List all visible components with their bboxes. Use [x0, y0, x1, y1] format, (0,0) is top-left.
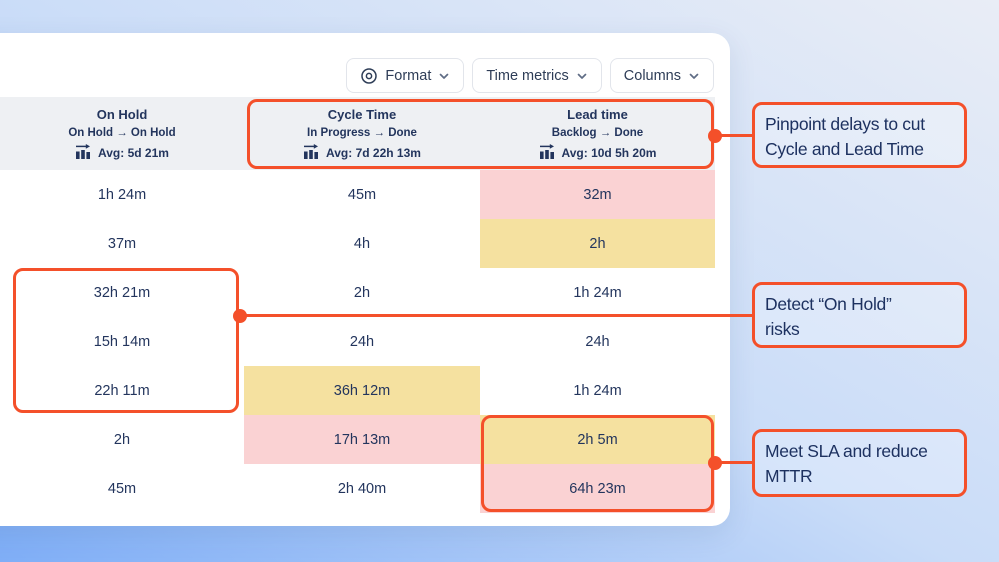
cell-lead-time: 2h: [480, 219, 715, 268]
bar-chart-trend-icon: [75, 143, 92, 162]
cell-on-hold: 45m: [107, 480, 137, 497]
columns-button[interactable]: Columns: [609, 58, 714, 93]
callout-meet-sla-mttr: Meet SLA and reduce MTTR: [752, 429, 967, 497]
column-header-lead-time[interactable]: Lead time Backlog → Done Avg: 10d 5h 20m: [480, 97, 715, 170]
table-body: 1h 24m 45m 32m 37m 4h 2h 32h 21m 2h 1h 2…: [0, 170, 715, 513]
cell-on-hold: 2h: [113, 431, 131, 448]
column-average: Avg: 10d 5h 20m: [561, 145, 657, 160]
chevron-down-icon: [576, 70, 588, 82]
table-row: 1h 24m 45m 32m: [0, 170, 715, 219]
cell-lead-time: 32m: [480, 170, 715, 219]
callout-text-line: Pinpoint delays to cut: [765, 114, 925, 134]
cell-on-hold: 32h 21m: [93, 284, 151, 301]
column-flow: Backlog → Done: [551, 126, 644, 139]
cell-on-hold: 1h 24m: [97, 186, 147, 203]
cell-cycle-time: 45m: [347, 186, 377, 203]
table-row: 32h 21m 2h 1h 24m: [0, 268, 715, 317]
callout-text-line: risks: [765, 319, 800, 339]
column-title: Cycle Time: [327, 106, 397, 122]
column-average: Avg: 7d 22h 13m: [326, 145, 421, 160]
column-average: Avg: 5d 21m: [98, 145, 169, 160]
callout-text-line: Detect “On Hold”: [765, 294, 892, 314]
table-row: 45m 2h 40m 64h 23m: [0, 464, 715, 513]
cell-cycle-time: 36h 12m: [244, 366, 480, 415]
column-title: On Hold: [96, 106, 148, 122]
callout-text-line: Meet SLA and reduce: [765, 441, 928, 461]
bar-chart-trend-icon: [303, 143, 320, 162]
cell-cycle-time: 17h 13m: [244, 415, 480, 464]
table-row: 22h 11m 36h 12m 1h 24m: [0, 366, 715, 415]
cell-cycle-time: 24h: [349, 333, 375, 350]
column-title: Lead time: [567, 106, 628, 122]
time-metrics-button[interactable]: Time metrics: [472, 58, 602, 93]
column-flow: On Hold → On Hold: [68, 126, 176, 139]
table-row: 37m 4h 2h: [0, 219, 715, 268]
columns-button-label: Columns: [623, 67, 681, 84]
cell-on-hold: 15h 14m: [93, 333, 151, 350]
column-header-cycle-time[interactable]: Cycle Time In Progress → Done Avg: 7d 22…: [244, 97, 480, 170]
format-button-label: Format: [385, 67, 432, 84]
table-header: On Hold On Hold → On Hold Avg: 5d 21m Cy…: [0, 97, 715, 170]
chevron-down-icon: [438, 70, 450, 82]
cell-lead-time: 2h 5m: [480, 415, 715, 464]
time-metrics-button-label: Time metrics: [486, 67, 569, 84]
toolbar: Format Time metrics Columns: [0, 58, 714, 93]
table-row: 15h 14m 24h 24h: [0, 317, 715, 366]
cell-cycle-time: 2h 40m: [337, 480, 387, 497]
cell-on-hold: 22h 11m: [94, 382, 150, 399]
chevron-down-icon: [688, 70, 700, 82]
callout-pinpoint-delays: Pinpoint delays to cut Cycle and Lead Ti…: [752, 102, 967, 168]
bar-chart-trend-icon: [539, 143, 556, 162]
cell-cycle-time: 2h: [353, 284, 371, 301]
format-button[interactable]: Format: [346, 58, 465, 93]
table-row: 2h 17h 13m 2h 5m: [0, 415, 715, 464]
callout-text-line: MTTR: [765, 466, 813, 486]
cell-lead-time: 1h 24m: [573, 284, 622, 301]
cell-lead-time: 24h: [585, 333, 610, 350]
column-flow: In Progress → Done: [307, 126, 417, 139]
eye-icon: [360, 67, 378, 85]
column-header-on-hold[interactable]: On Hold On Hold → On Hold Avg: 5d 21m: [0, 97, 244, 170]
cell-lead-time: 64h 23m: [480, 464, 715, 513]
callout-text-line: Cycle and Lead Time: [765, 139, 924, 159]
cell-on-hold: 37m: [107, 235, 137, 252]
cell-cycle-time: 4h: [353, 235, 371, 252]
cell-lead-time: 1h 24m: [573, 382, 622, 399]
callout-detect-on-hold-risks: Detect “On Hold” risks: [752, 282, 967, 348]
